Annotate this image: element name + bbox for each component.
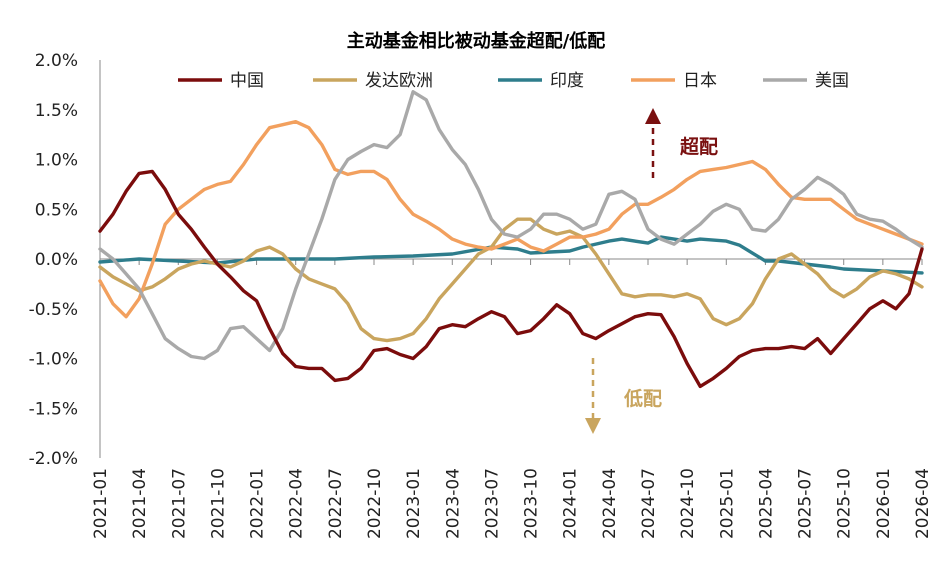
- x-tick-label: 2021-10: [208, 468, 228, 539]
- annotations: 超配 低配: [585, 108, 718, 434]
- x-tick-label: 2022-07: [326, 468, 346, 539]
- x-tick-label: 2022-01: [248, 468, 268, 539]
- x-tick-label: 2025-10: [835, 468, 855, 539]
- x-tick-label: 2022-10: [365, 468, 385, 539]
- x-tick-label: 2023-04: [443, 468, 463, 539]
- x-tick-label: 2021-07: [169, 468, 189, 539]
- x-tick-label: 2023-01: [404, 468, 424, 539]
- y-tick-label: 0.0%: [35, 250, 78, 270]
- series-line-发达欧洲: [98, 217, 924, 343]
- x-tick-label: 2021-04: [130, 468, 150, 539]
- chart-title: 主动基金相比被动基金超配/低配: [347, 30, 606, 52]
- y-tick-label: -0.5%: [29, 300, 78, 320]
- x-tick-label: 2022-04: [287, 468, 307, 539]
- x-tick-label: 2024-04: [600, 468, 620, 539]
- x-axis: 2021-01 2021-04 2021-07 2021-10 2022-01 2022-…: [91, 258, 933, 539]
- x-tick-label: 2024-07: [639, 468, 659, 539]
- series-line-日本: [98, 120, 924, 319]
- y-tick-label: -2.0%: [29, 449, 78, 469]
- x-tick-label: 2021-01: [91, 468, 111, 539]
- y-tick-label: 0.5%: [35, 200, 78, 220]
- legend-label: 印度: [550, 71, 584, 91]
- series-line-美国: [98, 90, 924, 361]
- legend-label: 日本: [683, 71, 717, 91]
- y-tick-label: -1.5%: [29, 399, 78, 419]
- under-label: 低配: [623, 387, 662, 410]
- y-tick-label: 1.5%: [35, 101, 78, 121]
- legend-label: 美国: [815, 71, 849, 91]
- over-label: 超配: [679, 135, 718, 158]
- y-tick-label: 2.0%: [35, 51, 78, 71]
- x-tick-label: 2025-04: [756, 468, 776, 539]
- x-tick-label: 2025-01: [717, 468, 737, 539]
- x-tick-label: 2025-07: [796, 468, 816, 539]
- x-tick-label: 2024-01: [561, 468, 581, 539]
- y-axis: 2.0% 1.5% 1.0% 0.5% 0.0% -0.5% -1.0% -1.5% -2.0%: [29, 51, 101, 469]
- series-lines: [98, 90, 924, 389]
- x-tick-label: 2023-10: [522, 468, 542, 539]
- legend: 中国 发达欧洲 印度 日本 美国: [178, 71, 849, 91]
- series-line-中国: [98, 169, 924, 389]
- x-tick-label: 2026-01: [874, 468, 894, 539]
- x-tick-label: 2024-10: [678, 468, 698, 539]
- x-tick-label: 2026-04: [913, 468, 933, 539]
- over-arrow-head-icon: [645, 108, 661, 124]
- y-tick-label: 1.0%: [35, 151, 78, 171]
- legend-label: 发达欧洲: [365, 71, 433, 91]
- x-tick-label: 2023-07: [482, 468, 502, 539]
- under-arrow-head-icon: [585, 418, 601, 434]
- y-tick-label: -1.0%: [29, 350, 78, 370]
- legend-label: 中国: [230, 71, 264, 91]
